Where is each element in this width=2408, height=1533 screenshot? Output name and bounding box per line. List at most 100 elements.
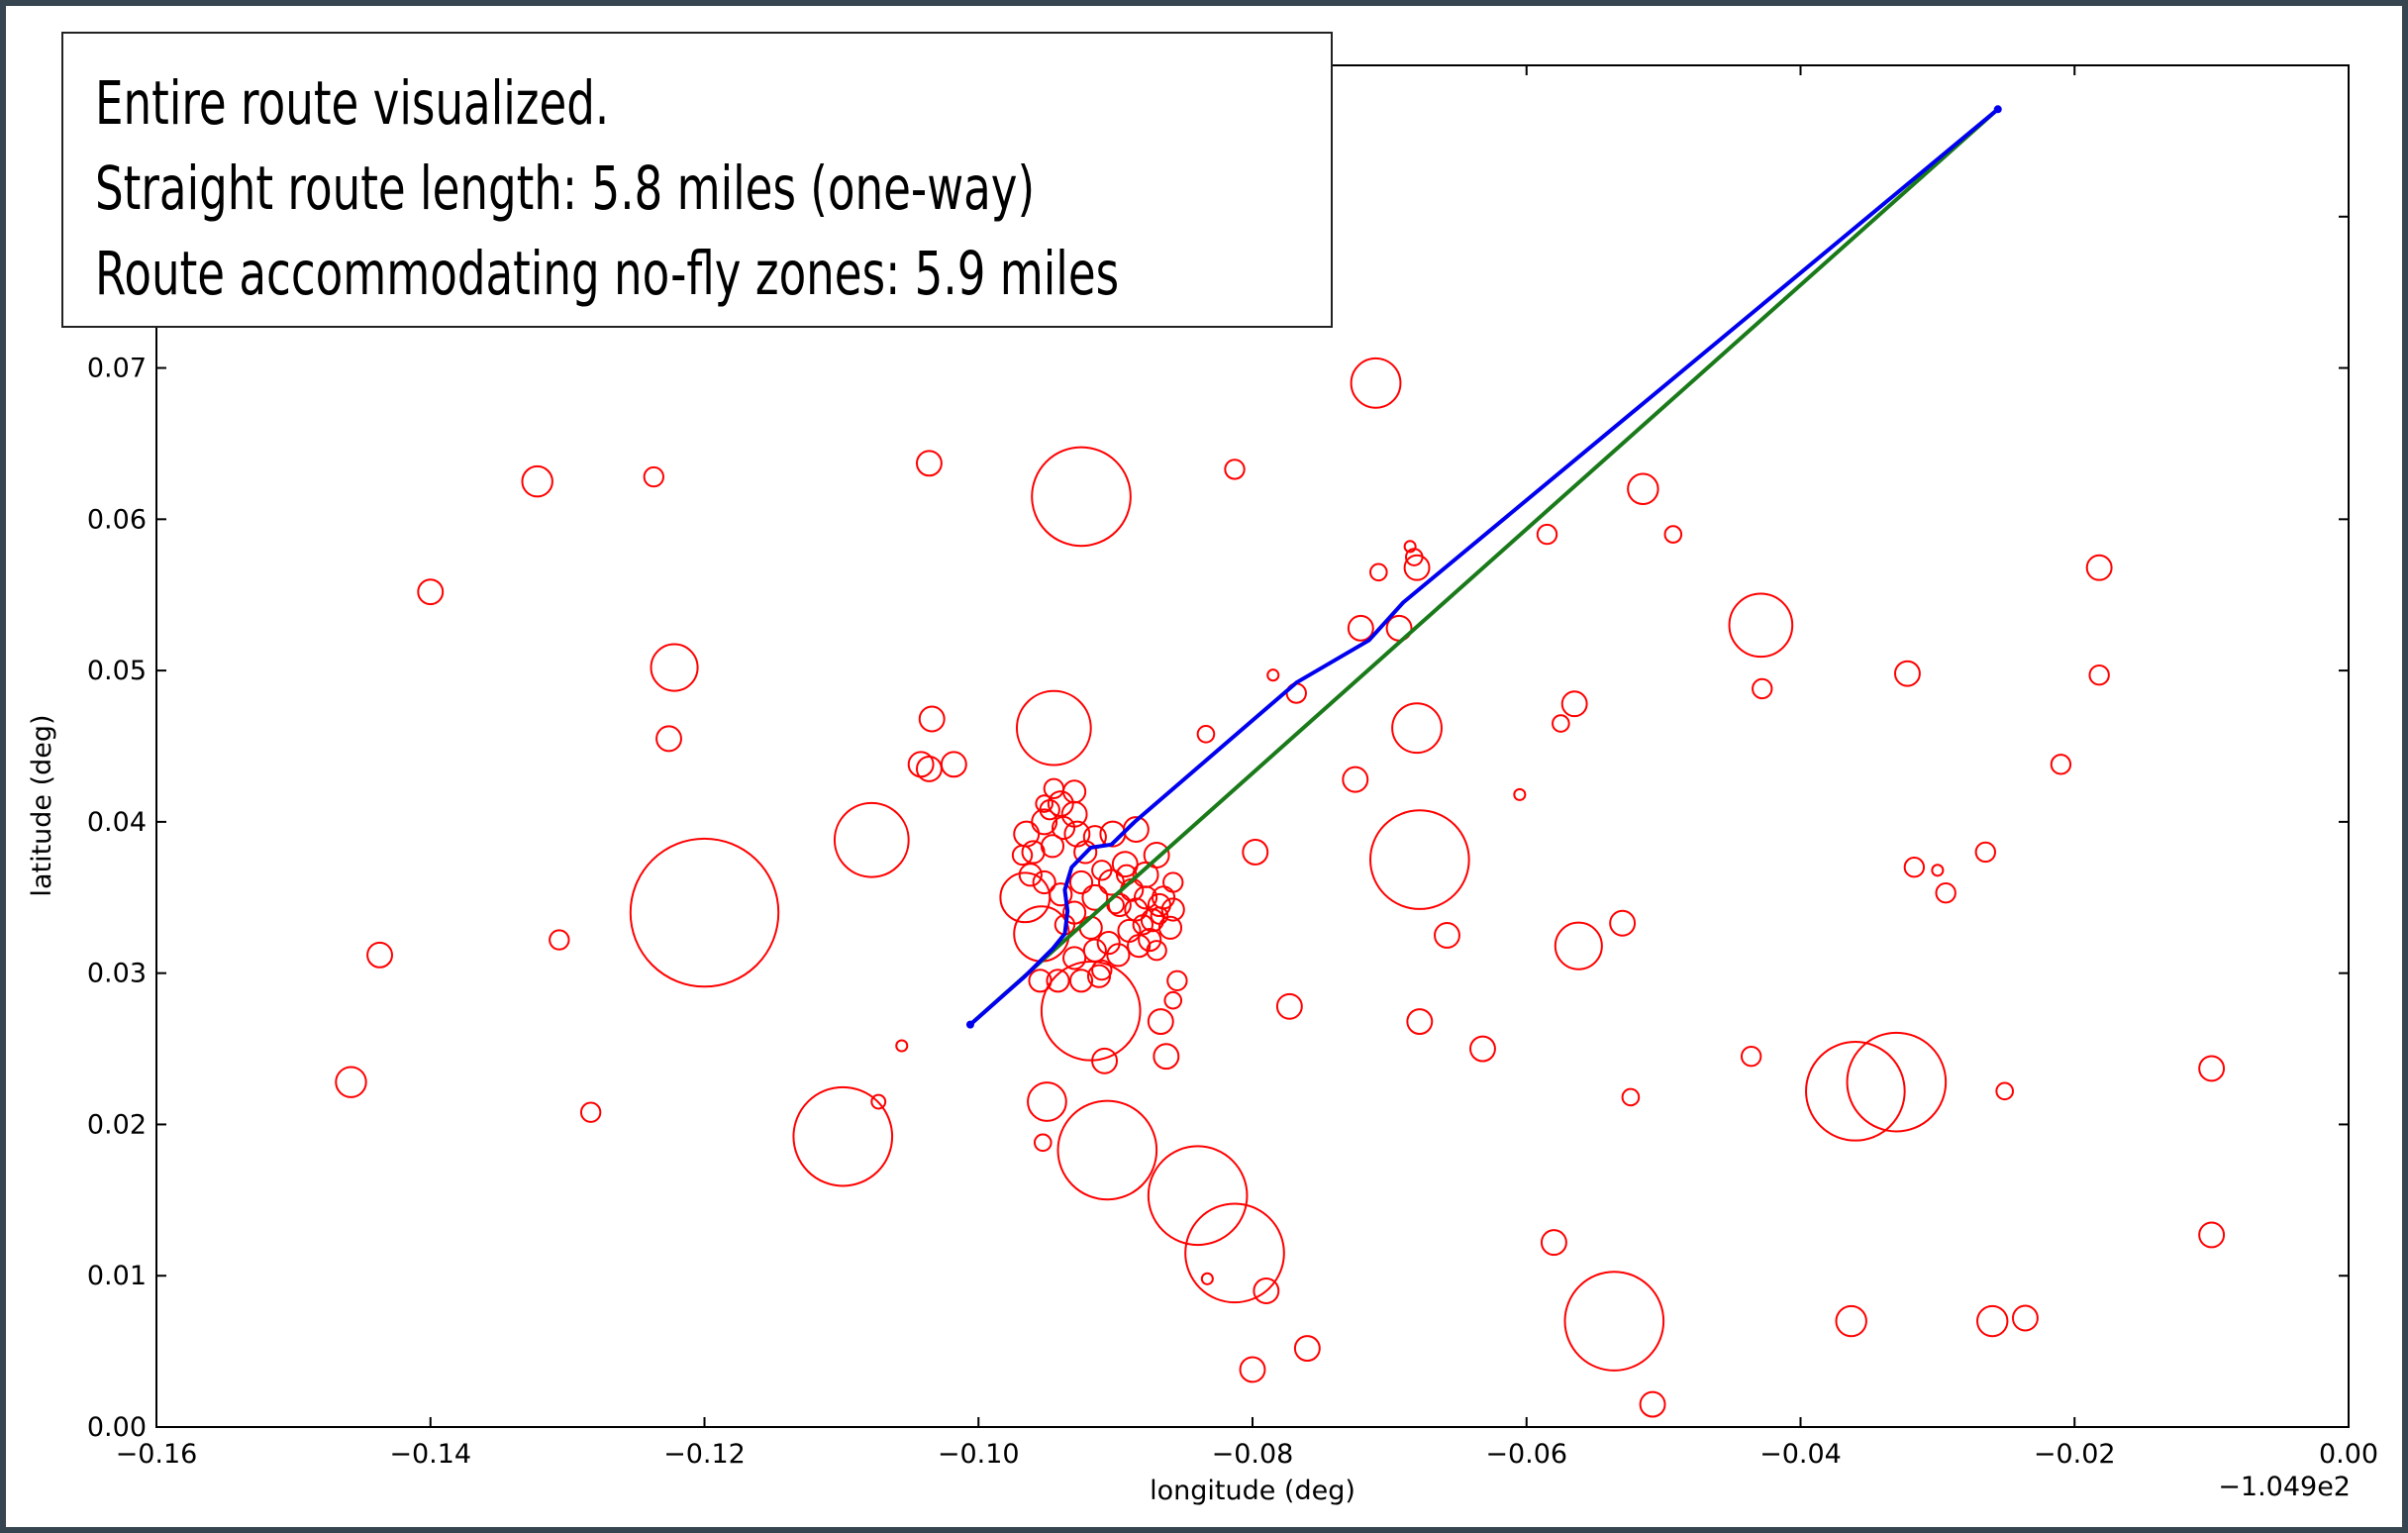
no-fly-zone (1122, 816, 1150, 843)
no-fly-zone (1995, 1081, 2014, 1101)
no-fly-zone (1391, 702, 1443, 755)
no-fly-zone (999, 871, 1052, 924)
no-fly-zone (1138, 927, 1162, 953)
no-fly-zone (1051, 815, 1076, 841)
no-fly-zone (1081, 883, 1109, 911)
straight-route-length: Straight route length: 5.8 miles (one-wa… (95, 153, 1036, 224)
y-tick-label: 0.03 (87, 959, 147, 989)
no-fly-zone (1627, 472, 1659, 505)
y-tick-label: 0.01 (87, 1261, 147, 1291)
no-fly-zone (1200, 1272, 1214, 1285)
no-fly-zone (1293, 1335, 1321, 1363)
no-fly-zone (1031, 808, 1058, 836)
y-tick-label: 0.00 (87, 1412, 147, 1443)
no-fly-zone (907, 751, 935, 778)
no-fly-zone (1056, 1099, 1158, 1201)
no-fly-zone (655, 725, 682, 753)
chart-frame: −0.16 −0.14 −0.12 −0.10 −0.08 −0.06 −0.04 −0.02… (6, 6, 2402, 1527)
no-fly-zone (1406, 1008, 1434, 1036)
no-fly-zone (1091, 959, 1113, 981)
no-fly-zone (1434, 922, 1460, 949)
no-fly-zone (1132, 914, 1154, 936)
no-fly-zone (940, 751, 967, 778)
no-fly-zone (1893, 660, 1921, 687)
no-fly-zone (1150, 906, 1169, 925)
no-fly-zone (1805, 1041, 1906, 1142)
no-fly-zone (833, 801, 910, 878)
no-fly-zone (1091, 1047, 1119, 1074)
no-fly-zone (1018, 863, 1043, 887)
no-fly-zones (335, 357, 2226, 1418)
y-tick-label: 0.02 (87, 1109, 147, 1140)
no-fly-zone (1147, 1008, 1174, 1036)
no-fly-zone (870, 1093, 887, 1110)
no-fly-zone (1068, 969, 1094, 993)
no-fly-zone (1242, 838, 1269, 866)
no-fly-zone (1846, 1031, 1948, 1133)
no-fly-zone (1663, 525, 1683, 544)
no-fly-zone (366, 941, 394, 969)
no-fly-zone (1835, 1304, 1867, 1338)
route-endpoint (965, 1020, 974, 1029)
avoidance-route-line (968, 107, 2000, 1027)
no-fly-zone (895, 1039, 909, 1053)
no-fly-zone (1049, 882, 1073, 907)
no-fly-zone (1091, 860, 1113, 881)
no-fly-zone (1027, 1081, 1067, 1122)
x-tick-label: −0.02 (2034, 1439, 2116, 1470)
no-fly-zone (2198, 1221, 2226, 1249)
no-fly-zone (1111, 851, 1139, 878)
no-fly-zone (1253, 1278, 1280, 1304)
no-fly-zone (521, 464, 553, 498)
no-fly-zone (1347, 614, 1374, 642)
no-fly-zone (1032, 869, 1056, 895)
no-fly-zone (2011, 1304, 2039, 1332)
no-fly-zone (650, 643, 699, 692)
no-fly-zone (1133, 885, 1158, 910)
x-tick-label: −0.12 (663, 1439, 746, 1470)
no-fly-zone (1015, 689, 1092, 766)
x-tick-label: −0.10 (938, 1439, 1020, 1470)
no-fly-zone (2050, 754, 2072, 775)
no-fly-zone (1609, 909, 1637, 937)
no-fly-zone (1224, 459, 1246, 480)
x-tick-label: 0.00 (2319, 1439, 2378, 1470)
no-fly-zone (1046, 969, 1070, 993)
no-fly-zone (1062, 779, 1087, 804)
no-fly-zone (1160, 897, 1185, 922)
x-tick-label: −0.06 (1485, 1439, 1567, 1470)
no-fly-zone (1157, 915, 1183, 940)
no-fly-zone (1035, 794, 1054, 813)
y-axis-label: latitude (deg) (27, 714, 57, 896)
no-fly-zone (1147, 1145, 1249, 1247)
no-fly-zone (1403, 540, 1417, 554)
no-fly-zone (1728, 592, 1794, 659)
no-fly-zone (2088, 664, 2110, 686)
no-fly-zone (549, 929, 570, 951)
no-fly-zone (579, 1101, 602, 1123)
x-axis-offset-label: −1.049e2 (2218, 1472, 2351, 1502)
no-fly-zone (1127, 934, 1152, 959)
no-fly-zone (1147, 892, 1171, 917)
no-fly-zone (1106, 943, 1131, 968)
axis-ticks: −0.16 −0.14 −0.12 −0.10 −0.08 −0.06 −0.04 −0.02… (87, 65, 2378, 1470)
no-fly-zone (1266, 668, 1280, 682)
no-fly-zone (1552, 714, 1570, 733)
no-fly-zone (643, 465, 664, 488)
no-fly-zone (918, 705, 946, 733)
no-fly-zone (1974, 841, 1996, 864)
no-fly-zone (915, 755, 943, 782)
straight-route-line (968, 107, 2000, 1027)
no-fly-zone (1639, 1390, 1666, 1418)
no-fly-zone (1184, 1202, 1285, 1304)
no-fly-zone (1621, 1087, 1641, 1107)
no-fly-zone (1369, 562, 1388, 582)
no-fly-zone (1196, 724, 1216, 744)
x-tick-label: −0.14 (389, 1439, 471, 1470)
y-tick-label: 0.04 (87, 807, 147, 838)
no-fly-zone (1403, 554, 1431, 581)
no-fly-zone (1166, 970, 1188, 991)
no-fly-zone (1342, 766, 1369, 793)
no-fly-zone (1011, 844, 1034, 867)
no-fly-zone (1563, 1271, 1665, 1372)
